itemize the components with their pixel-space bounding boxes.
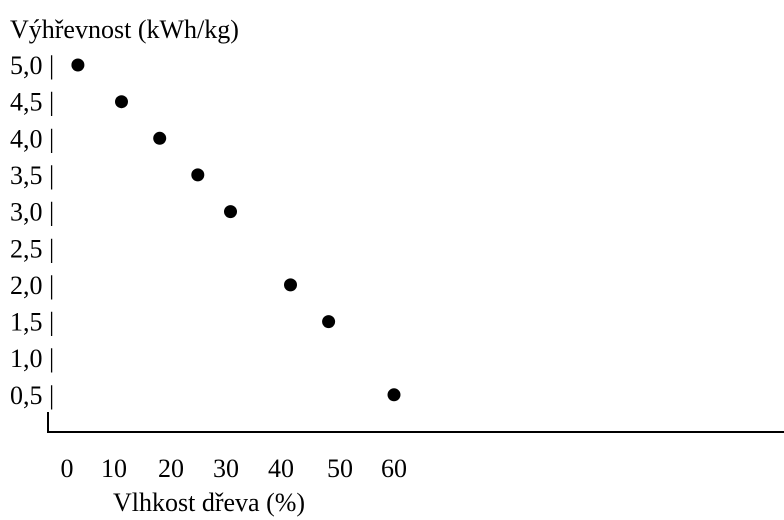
y-tick-labels: 5,0 | 4,5 | 4,0 | 3,5 | 3,0 | 2,5 | 2,0 | 1,5 |… xyxy=(10,51,54,410)
y-tick-label: 4,0 | xyxy=(10,124,54,153)
y-axis-title: Výhřevnost (kWh/kg) xyxy=(10,15,239,44)
y-tick-label: 2,0 | xyxy=(10,271,54,300)
data-point xyxy=(153,131,167,145)
data-point xyxy=(322,315,336,329)
y-tick-label: 0,5 | xyxy=(10,381,54,410)
x-tick-labels: 0 10 20 30 40 50 60 xyxy=(61,454,408,483)
data-point xyxy=(71,58,85,72)
data-points xyxy=(71,58,401,402)
x-axis-title: Vlhkost dřeva (%) xyxy=(113,488,305,517)
y-tick-label: 5,0 | xyxy=(10,51,54,80)
axis-corner xyxy=(47,412,784,433)
x-tick-label: 0 xyxy=(61,454,74,483)
x-tick-label: 30 xyxy=(213,454,239,483)
x-tick-label: 20 xyxy=(158,454,184,483)
y-tick-label: 1,0 | xyxy=(10,344,54,373)
y-tick-label: 1,5 | xyxy=(10,308,54,337)
data-point xyxy=(191,168,205,182)
x-tick-label: 60 xyxy=(381,454,407,483)
x-tick-label: 40 xyxy=(268,454,294,483)
data-point xyxy=(387,388,401,402)
x-tick-label: 10 xyxy=(101,454,127,483)
data-point xyxy=(284,278,297,292)
y-tick-label: 3,5 | xyxy=(10,161,54,190)
y-tick-label: 3,0 | xyxy=(10,198,54,227)
y-tick-label: 4,5 | xyxy=(10,88,54,117)
x-tick-label: 50 xyxy=(327,454,353,483)
data-point xyxy=(224,205,237,219)
y-tick-label: 2,5 | xyxy=(10,234,54,263)
data-point xyxy=(115,95,128,109)
